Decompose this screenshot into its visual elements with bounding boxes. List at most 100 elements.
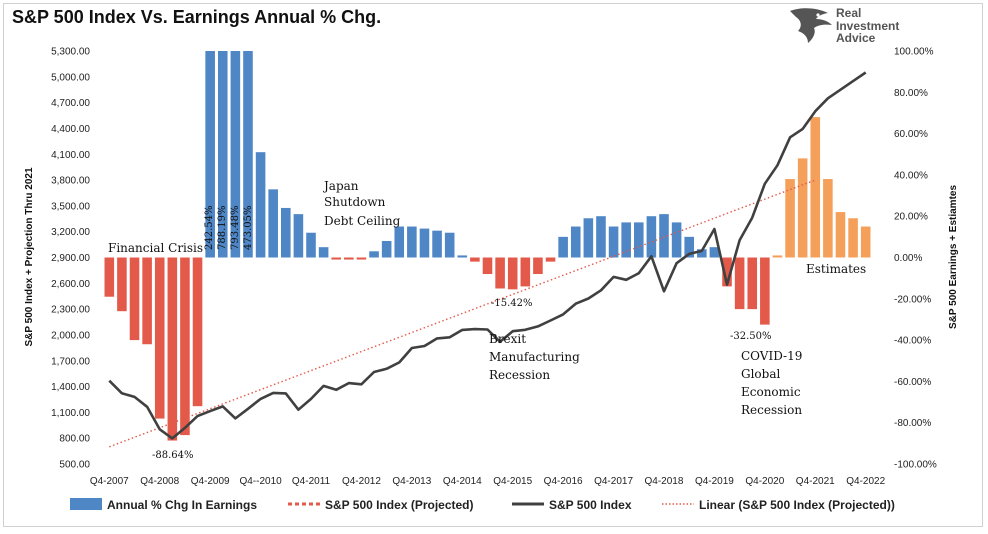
left-tick-label: 3,500.00: [51, 201, 90, 212]
label-bar-2009-a: 242.54%: [204, 206, 215, 251]
right-tick-label: -60.00%: [894, 377, 931, 388]
right-tick-label: -80.00%: [894, 418, 931, 429]
x-tick-label: Q4-2020: [745, 476, 784, 487]
left-tick-label: 4,400.00: [51, 124, 90, 135]
x-tick-label: Q4-2013: [392, 476, 431, 487]
earnings-bar: [507, 257, 518, 290]
earnings-bar: [457, 255, 468, 258]
x-tick-label: Q4-2021: [796, 476, 835, 487]
annotation-estimates: Estimates: [806, 262, 866, 276]
right-tick-label: -20.00%: [894, 294, 931, 305]
x-tick-label: Q4--2010: [239, 476, 282, 487]
x-tick-label: Q4-2014: [443, 476, 482, 487]
earnings-bar: [558, 236, 568, 258]
left-tick-label: 2,900.00: [51, 253, 90, 264]
linear-trendline: [109, 179, 816, 448]
earnings-bar: [419, 228, 430, 258]
right-axis-title: S&P 500 Earnings + Estiamtes: [948, 185, 959, 329]
earnings-bar: [331, 257, 342, 260]
earnings-bar: [747, 257, 758, 310]
eagle-icon: [790, 8, 832, 43]
left-tick-label: 5,000.00: [51, 72, 90, 83]
x-tick-label: Q4-2019: [695, 476, 734, 487]
logo-line-3: Advice: [836, 31, 876, 45]
earnings-bar: [407, 226, 417, 258]
annotation-brexit: Brexit: [489, 332, 526, 346]
earnings-bar: [129, 257, 140, 341]
earnings-bar: [381, 240, 392, 258]
x-tick-label: Q4-2008: [140, 476, 179, 487]
earnings-bar: [394, 226, 405, 258]
earnings-bar: [633, 222, 644, 258]
label-bar-2009-b: 788.19%: [217, 206, 228, 251]
earnings-bar: [104, 257, 115, 297]
earnings-bar: [344, 257, 354, 260]
left-tick-label: 1,100.00: [51, 408, 90, 419]
left-tick-label: 1,400.00: [51, 382, 90, 393]
earnings-bars: [104, 51, 871, 441]
earnings-bar: [281, 207, 291, 258]
right-tick-label: -100.00%: [894, 460, 937, 471]
earnings-bar: [217, 51, 228, 258]
brand-logo: Real Investment Advice: [788, 5, 900, 45]
earnings-bar: [205, 51, 215, 258]
right-tick-label: 60.00%: [894, 129, 928, 140]
earnings-bar: [117, 257, 127, 312]
earnings-bar: [444, 232, 455, 258]
earnings-bar: [583, 218, 594, 258]
left-tick-label: 4,700.00: [51, 98, 90, 109]
left-tick-label: 1,700.00: [51, 356, 90, 367]
annotation-japan: Japan: [322, 179, 359, 193]
x-tick-label: Q4-2015: [493, 476, 532, 487]
earnings-bar: [243, 51, 253, 258]
annotation-financial-crisis: Financial Crisis: [108, 241, 203, 255]
left-tick-label: 4,100.00: [51, 150, 90, 161]
x-tick-label: Q4-2007: [90, 476, 129, 487]
earnings-bar: [545, 257, 556, 262]
annotation-recession-2: Recession: [741, 403, 802, 417]
x-tick-label: Q4-2011: [292, 476, 331, 487]
legend-swatch-bar: [70, 498, 102, 510]
left-tick-label: 2,000.00: [51, 330, 90, 341]
x-tick-label: Q4-2012: [342, 476, 381, 487]
earnings-bar: [570, 226, 581, 258]
earnings-bar: [520, 257, 531, 287]
annotation-manufacturing: Manufacturing: [489, 350, 580, 364]
earnings-bar: [230, 51, 241, 258]
left-tick-label: 2,600.00: [51, 279, 90, 290]
chart-title: S&P 500 Index Vs. Earnings Annual % Chg.: [12, 7, 382, 27]
right-tick-label: 100.00%: [894, 47, 934, 58]
label-low-2015: -15.42%: [491, 298, 533, 309]
earnings-bar: [293, 214, 304, 258]
earnings-bar: [848, 218, 858, 258]
earnings-bar: [671, 222, 682, 258]
left-tick-label: 2,300.00: [51, 305, 90, 316]
x-tick-label: Q4-2018: [645, 476, 684, 487]
earnings-bar: [697, 249, 707, 258]
right-tick-label: 80.00%: [894, 88, 928, 99]
left-y-axis: 5,300.00 5,000.00 4,700.00 4,400.00 4,100.00…: [51, 47, 90, 471]
earnings-bar: [835, 212, 846, 258]
right-tick-label: 40.00%: [894, 170, 928, 181]
earnings-bar: [192, 257, 203, 407]
right-tick-label: 0.00%: [894, 253, 922, 264]
legend-label-bar: Annual % Chg In Earnings: [107, 498, 257, 512]
x-tick-label: Q4-2017: [594, 476, 633, 487]
x-tick-label: Q4-2022: [846, 476, 885, 487]
earnings-bar: [823, 179, 833, 258]
earnings-bar: [646, 216, 657, 258]
earnings-bar: [734, 257, 745, 310]
earnings-bar: [255, 152, 266, 258]
logo-line-2: Investment: [836, 18, 900, 33]
left-tick-label: 5,300.00: [51, 47, 90, 58]
earnings-bar: [709, 247, 720, 258]
linear-trendline-path: [109, 179, 816, 448]
earnings-bar: [369, 251, 379, 258]
right-tick-label: -40.00%: [894, 336, 931, 347]
x-tick-label: Q4-2016: [544, 476, 583, 487]
earnings-bar: [142, 257, 152, 345]
legend-label-linear: Linear (S&P 500 Index (Projected)): [699, 498, 895, 512]
annotation-shutdown: Shutdown: [324, 195, 386, 209]
sp500-index-path: [108, 71, 867, 440]
